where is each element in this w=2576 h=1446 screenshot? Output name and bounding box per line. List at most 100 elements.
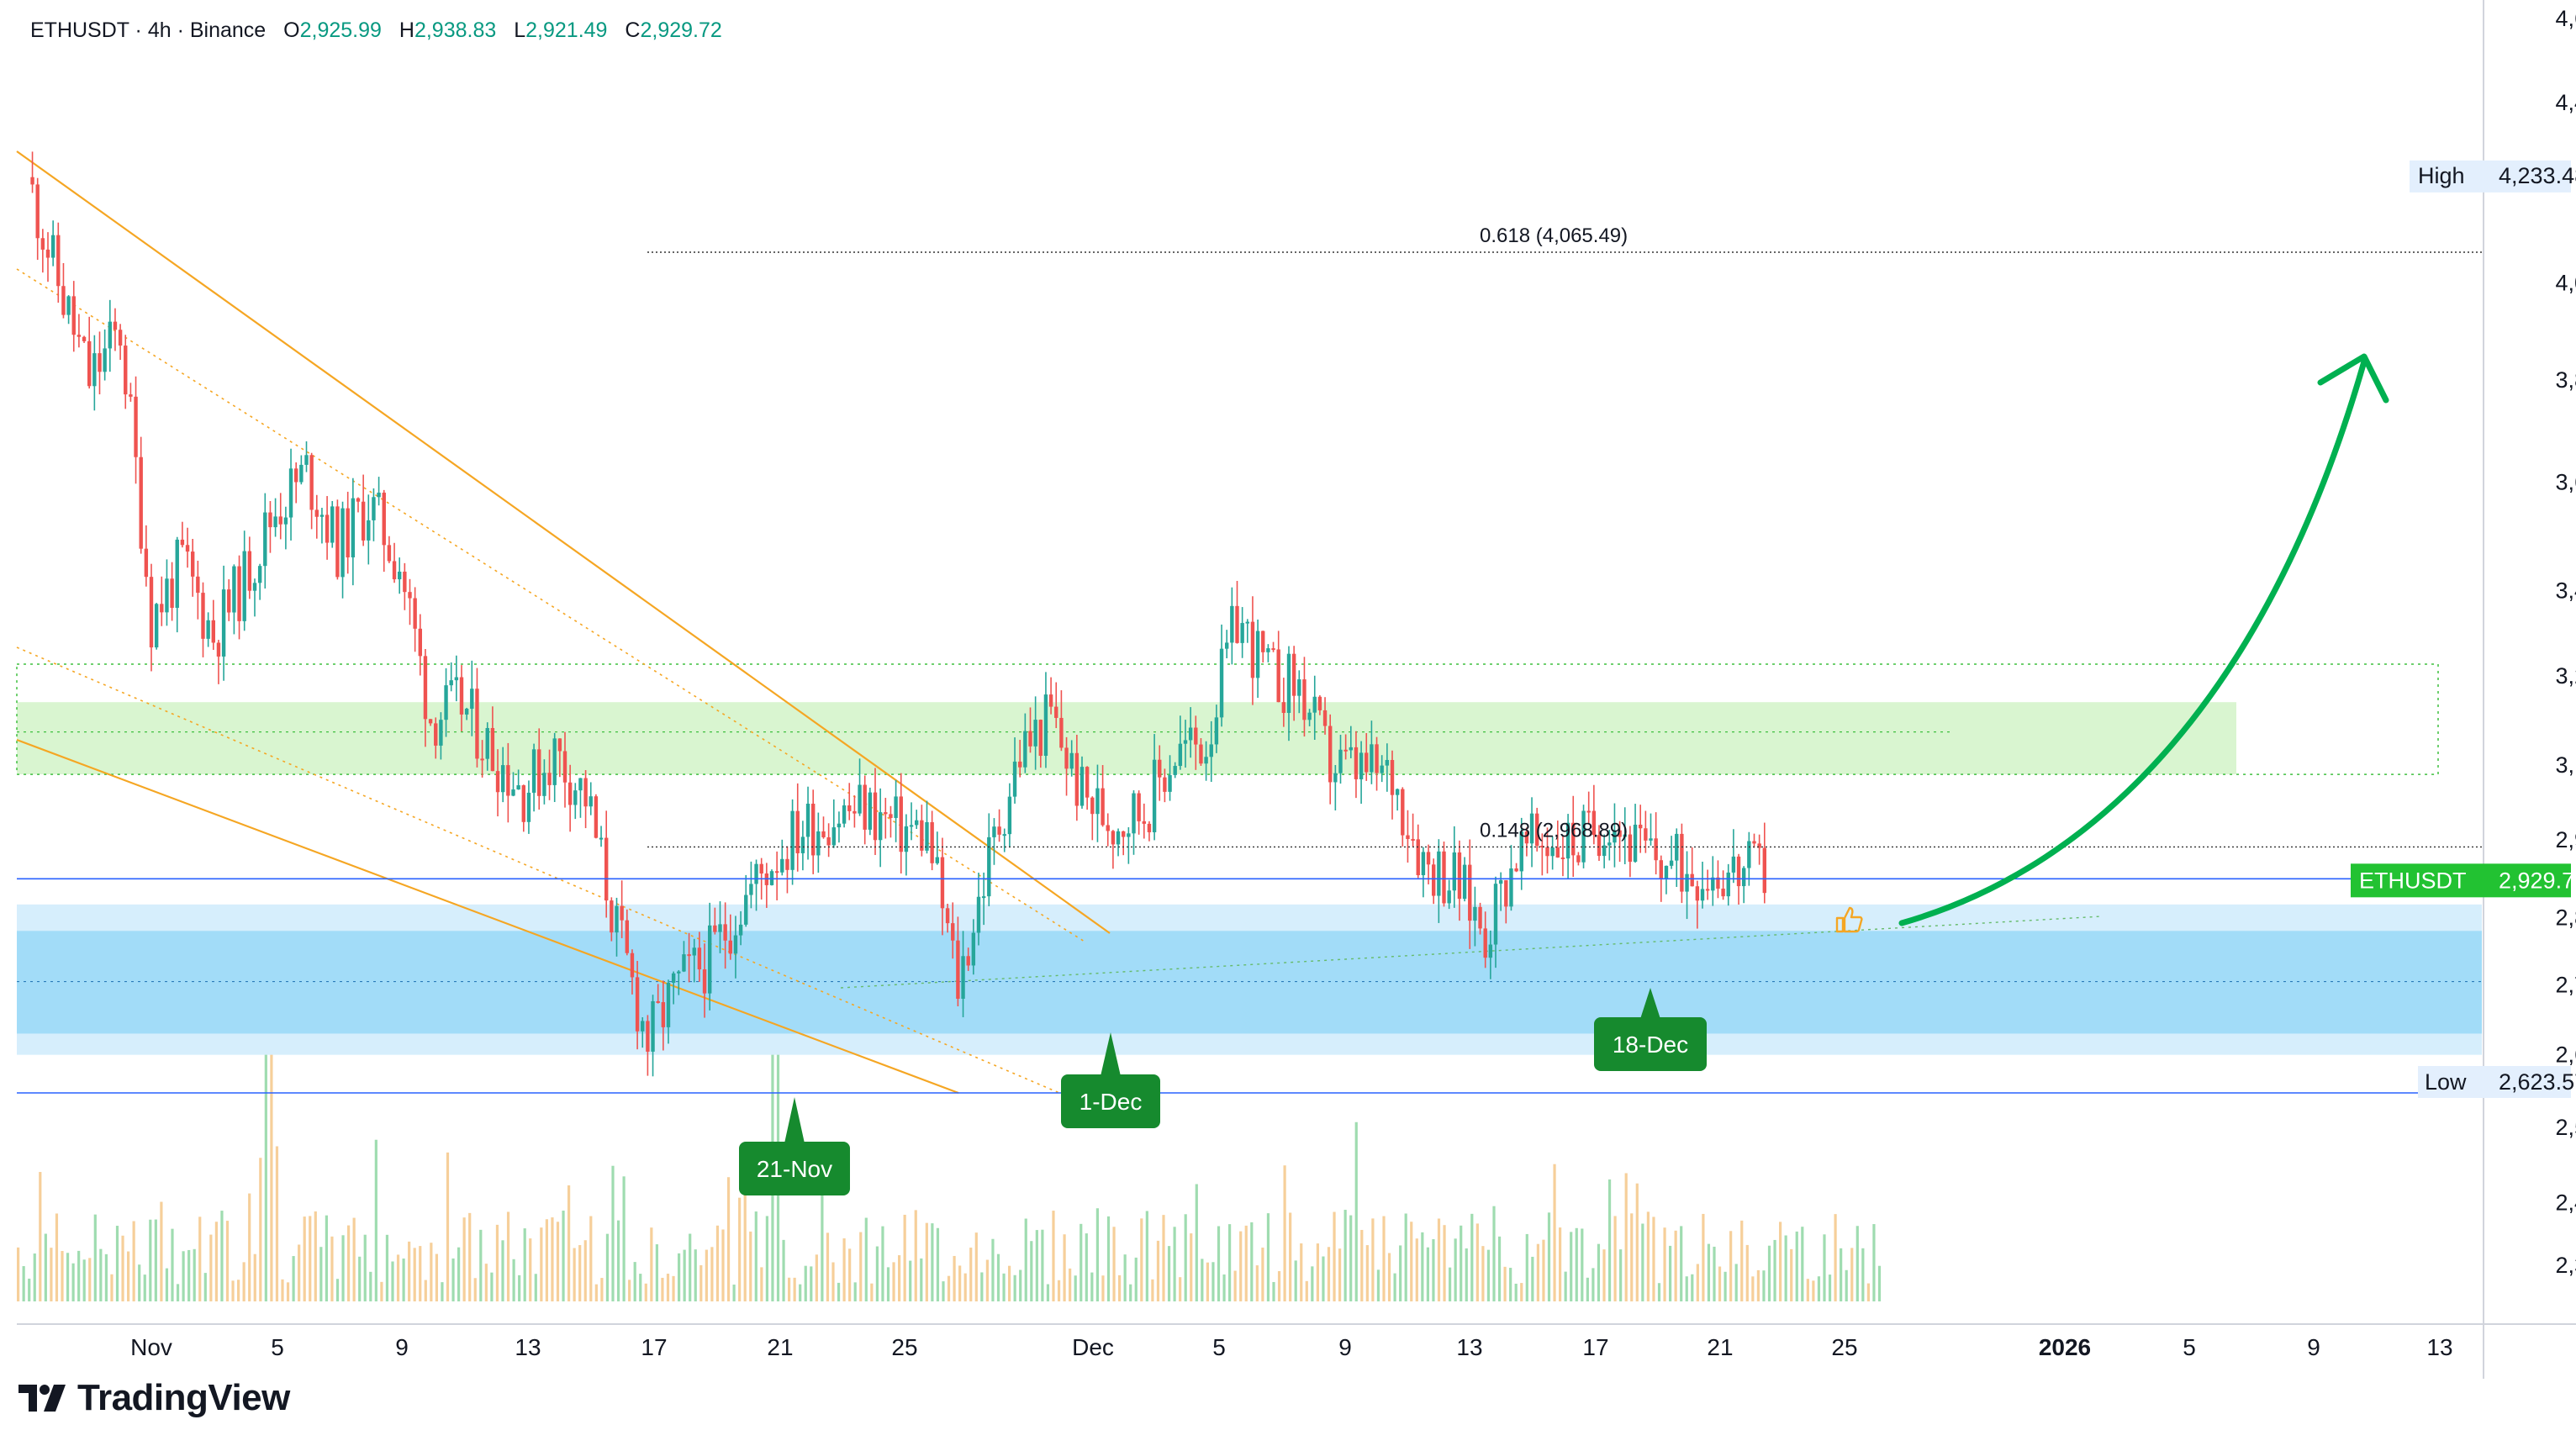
volume-bar — [1602, 1249, 1606, 1301]
candle-body — [1069, 752, 1074, 769]
high-value: 2,938.83 — [414, 18, 497, 42]
volume-bar — [991, 1238, 995, 1301]
candle-body — [666, 982, 671, 1027]
volume-bar — [1475, 1223, 1479, 1301]
y-tick-label: 3,100.00 — [2555, 752, 2576, 778]
volume-bar — [705, 1249, 708, 1301]
volume-bar — [931, 1223, 934, 1301]
volume-bar — [1118, 1274, 1122, 1301]
volume-bar — [1283, 1165, 1286, 1301]
tradingview-logo[interactable]: TradingView — [18, 1377, 290, 1419]
volume-bar — [248, 1193, 251, 1301]
volume-bar — [325, 1215, 328, 1301]
candle-body — [325, 515, 330, 543]
candle-body — [930, 821, 934, 863]
volume-bar — [1360, 1229, 1364, 1301]
volume-bar — [1861, 1248, 1865, 1301]
volume-bar — [319, 1247, 323, 1301]
candle-body — [211, 620, 215, 643]
candle-body — [511, 789, 515, 796]
candle-body — [118, 330, 123, 346]
volume-bar — [104, 1253, 108, 1301]
volume-bar — [1460, 1225, 1463, 1301]
volume-bar — [760, 1267, 763, 1301]
candle-body — [1535, 813, 1539, 846]
volume-bar — [413, 1248, 416, 1301]
candle-body — [1173, 766, 1177, 775]
candle-body — [1752, 841, 1756, 844]
candle-body — [423, 656, 428, 720]
x-tick-label: 13 — [2426, 1334, 2452, 1360]
candle-body — [180, 539, 185, 546]
candle-body — [444, 685, 448, 720]
volume-bar — [1228, 1224, 1232, 1301]
volume-bar — [1349, 1215, 1353, 1301]
volume-bar — [1035, 1230, 1038, 1301]
volume-bar — [1090, 1272, 1094, 1301]
volume-bar — [1581, 1228, 1584, 1301]
candle-body — [56, 235, 61, 287]
candle-body — [951, 923, 955, 941]
volume-bar — [1713, 1246, 1716, 1301]
candle-body — [1669, 860, 1674, 866]
volume-bar — [920, 1258, 923, 1301]
volume-bar — [77, 1250, 81, 1301]
volume-bar — [264, 982, 267, 1301]
volume-bar — [182, 1251, 185, 1301]
volume-bar — [1233, 1270, 1237, 1301]
candle-body — [1452, 852, 1456, 891]
volume-bar — [799, 1284, 802, 1301]
volume-bar — [1872, 1224, 1876, 1301]
candle-body — [1158, 759, 1162, 778]
volume-bar — [898, 1255, 901, 1301]
candle-body — [1721, 889, 1725, 897]
volume-bar — [1817, 1276, 1821, 1301]
candle-body — [589, 796, 593, 807]
volume-bar — [611, 1165, 615, 1301]
candle-body — [201, 593, 205, 639]
candle-body — [1613, 830, 1617, 843]
candle-body — [160, 604, 164, 613]
candle-body — [1183, 740, 1188, 744]
volume-bar — [396, 1254, 400, 1301]
candle-body — [309, 455, 314, 510]
volume-bar — [1503, 1266, 1507, 1301]
volume-bar — [1795, 1231, 1798, 1301]
volume-bar — [286, 1282, 290, 1301]
x-tick-label: 5 — [271, 1334, 284, 1360]
candle-body — [495, 771, 500, 793]
candle-body — [552, 738, 557, 785]
candle-body — [744, 895, 748, 925]
candle-body — [485, 727, 489, 759]
volume-bar — [61, 1251, 64, 1301]
volume-bar — [1030, 1241, 1033, 1301]
projection-arrow — [1898, 358, 2367, 926]
candle-body — [1178, 743, 1183, 767]
candle-body — [981, 896, 986, 899]
candle-body — [1555, 847, 1560, 858]
candle-body — [1033, 720, 1037, 747]
candle-body — [1302, 679, 1306, 720]
volume-bar — [661, 1277, 664, 1301]
candle-body — [526, 792, 531, 822]
volume-bar — [281, 1279, 284, 1301]
candle-body — [175, 539, 179, 608]
candle-body — [785, 858, 789, 870]
candle-body — [361, 501, 366, 541]
candle-body — [382, 493, 386, 546]
volume-bar — [424, 1280, 427, 1301]
volume-bar — [88, 1258, 92, 1301]
x-tick-label: 9 — [395, 1334, 409, 1360]
y-tick-label: 2,860.00 — [2555, 905, 2576, 931]
candle-body — [1695, 886, 1700, 901]
volume-bar — [352, 1217, 356, 1301]
candle-body — [257, 566, 262, 583]
candle-body — [1565, 822, 1570, 859]
volume-bar — [275, 1146, 279, 1301]
candle-body — [935, 857, 939, 863]
candle-body — [604, 837, 609, 901]
y-tick-label: 3,400.00 — [2555, 578, 2576, 603]
volume-bar — [644, 1283, 647, 1301]
volume-bar — [1250, 1222, 1254, 1301]
